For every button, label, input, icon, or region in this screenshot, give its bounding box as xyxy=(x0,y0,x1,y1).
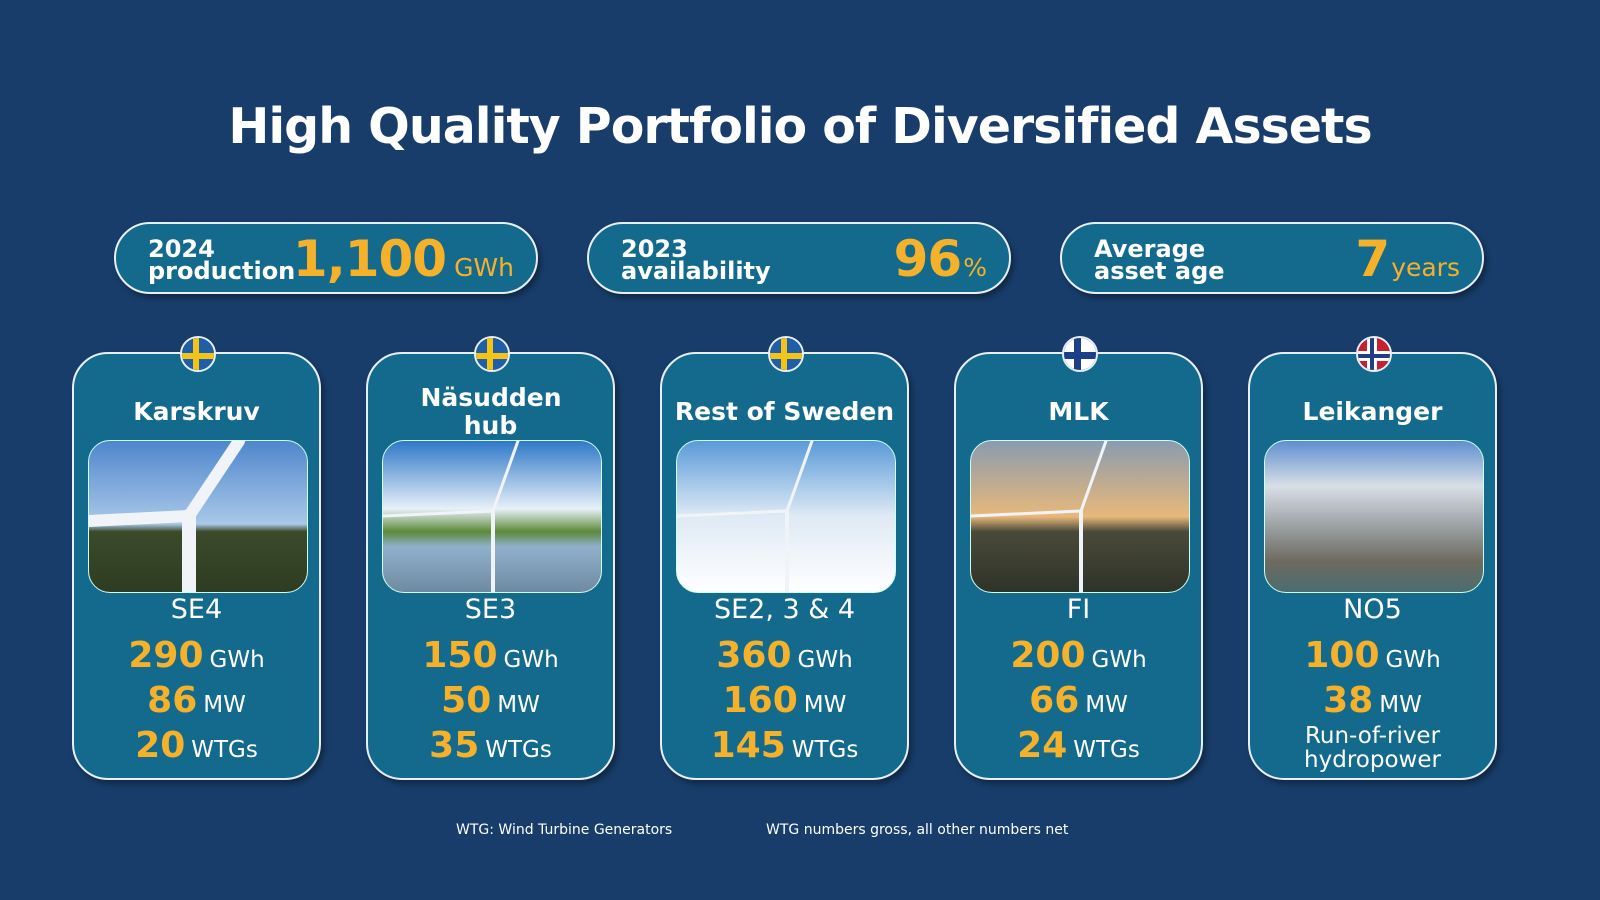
turbines-stat: 35 WTGs xyxy=(429,725,552,766)
asset-card: Karskruv SE4 290 GWh 86 MW 20 WTGs xyxy=(72,336,321,780)
asset-photo xyxy=(1264,440,1484,593)
footnote-wtg: WTG: Wind Turbine Generators xyxy=(456,822,673,838)
turbines-stat: 20 WTGs xyxy=(135,725,258,766)
kpi-pill: Average asset age 7years xyxy=(1060,222,1484,294)
kpi-value: 1,100 xyxy=(292,230,447,288)
kpi-value: 96 xyxy=(893,230,963,288)
capacity-stat: 160 MW xyxy=(722,680,847,721)
price-zone: NO5 xyxy=(1343,594,1402,625)
price-zone: SE4 xyxy=(170,594,223,625)
asset-name: Karskruv xyxy=(133,397,260,426)
kpi-label: asset age xyxy=(1094,257,1225,285)
kpi-label: 2024 xyxy=(148,235,215,263)
capacity-stat: 66 MW xyxy=(1029,680,1128,721)
footnote-numbers: WTG numbers gross, all other numbers net xyxy=(766,822,1069,838)
capacity-stat: 50 MW xyxy=(441,680,540,721)
technology-note: Run-of-river hydropower xyxy=(1304,723,1441,773)
turbines-stat: 145 WTGs xyxy=(710,725,859,766)
price-zone: SE3 xyxy=(464,594,517,625)
production-stat: 100 GWh xyxy=(1304,635,1441,676)
kpi-pill: 2023 availability 96% xyxy=(587,222,1011,294)
asset-card: MLK FI 200 GWh 66 MW 24 WTGs xyxy=(954,336,1203,780)
kpi-label: 2023 xyxy=(621,235,688,263)
asset-name: Rest of Sweden xyxy=(674,397,895,426)
kpi-unit: GWh xyxy=(454,253,514,282)
kpi-label: availability xyxy=(621,257,771,285)
production-stat: 150 GWh xyxy=(422,635,559,676)
kpi-label: production xyxy=(148,257,296,285)
kpi-value: 7 xyxy=(1355,230,1390,288)
kpi-pill: 2024 production 1,100 GWh xyxy=(114,222,538,294)
asset-name: Leikanger xyxy=(1302,397,1443,426)
asset-name: MLK xyxy=(1048,397,1109,426)
production-stat: 360 GWh xyxy=(716,635,853,676)
finland-flag-icon xyxy=(1062,336,1098,372)
asset-photo xyxy=(382,440,602,593)
norway-flag-icon xyxy=(1356,336,1392,372)
asset-card: Leikanger NO5 100 GWh 38 MW Run-of-river hy… xyxy=(1248,336,1497,780)
turbines-stat: 24 WTGs xyxy=(1017,725,1140,766)
asset-photo xyxy=(88,440,308,593)
sweden-flag-icon xyxy=(474,336,510,372)
kpi-label: Average xyxy=(1094,235,1206,263)
capacity-stat: 86 MW xyxy=(147,680,246,721)
production-stat: 200 GWh xyxy=(1010,635,1147,676)
asset-card: Rest of Sweden SE2, 3 & 4 360 GWh 160 MW 14… xyxy=(660,336,909,780)
sweden-flag-icon xyxy=(768,336,804,372)
production-stat: 290 GWh xyxy=(128,635,265,676)
asset-name: Näsudden hub xyxy=(420,383,562,440)
asset-photo xyxy=(676,440,896,593)
asset-photo xyxy=(970,440,1190,593)
capacity-stat: 38 MW xyxy=(1323,680,1422,721)
kpi-unit: years xyxy=(1391,253,1460,282)
kpi-unit: % xyxy=(963,253,987,282)
price-zone: FI xyxy=(1066,594,1091,625)
price-zone: SE2, 3 & 4 xyxy=(713,594,856,625)
sweden-flag-icon xyxy=(180,336,216,372)
asset-card: Näsudden hub SE3 150 GWh 50 MW 35 WTGs xyxy=(366,336,615,780)
page-title: High Quality Portfolio of Diversified As… xyxy=(228,98,1372,155)
